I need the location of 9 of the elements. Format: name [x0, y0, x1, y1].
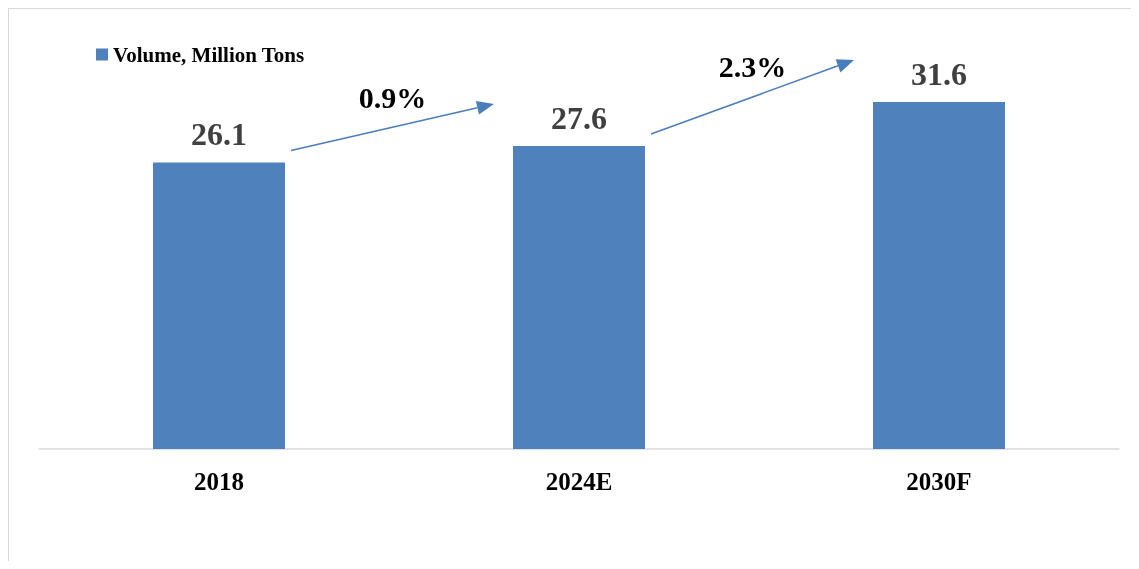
x-tick-label: 2024E: [545, 468, 613, 495]
data-label: 26.1: [191, 116, 247, 153]
x-tick-label: 2018: [194, 468, 244, 495]
annotation: 0.9%: [358, 80, 427, 114]
data-label: 31.6: [911, 56, 967, 92]
data-label: 27.6: [551, 99, 607, 136]
legend-label: Volume, Million Tons: [113, 42, 305, 67]
text: 2.3%: [718, 50, 787, 84]
x-tick-label: 2030F: [906, 468, 972, 495]
